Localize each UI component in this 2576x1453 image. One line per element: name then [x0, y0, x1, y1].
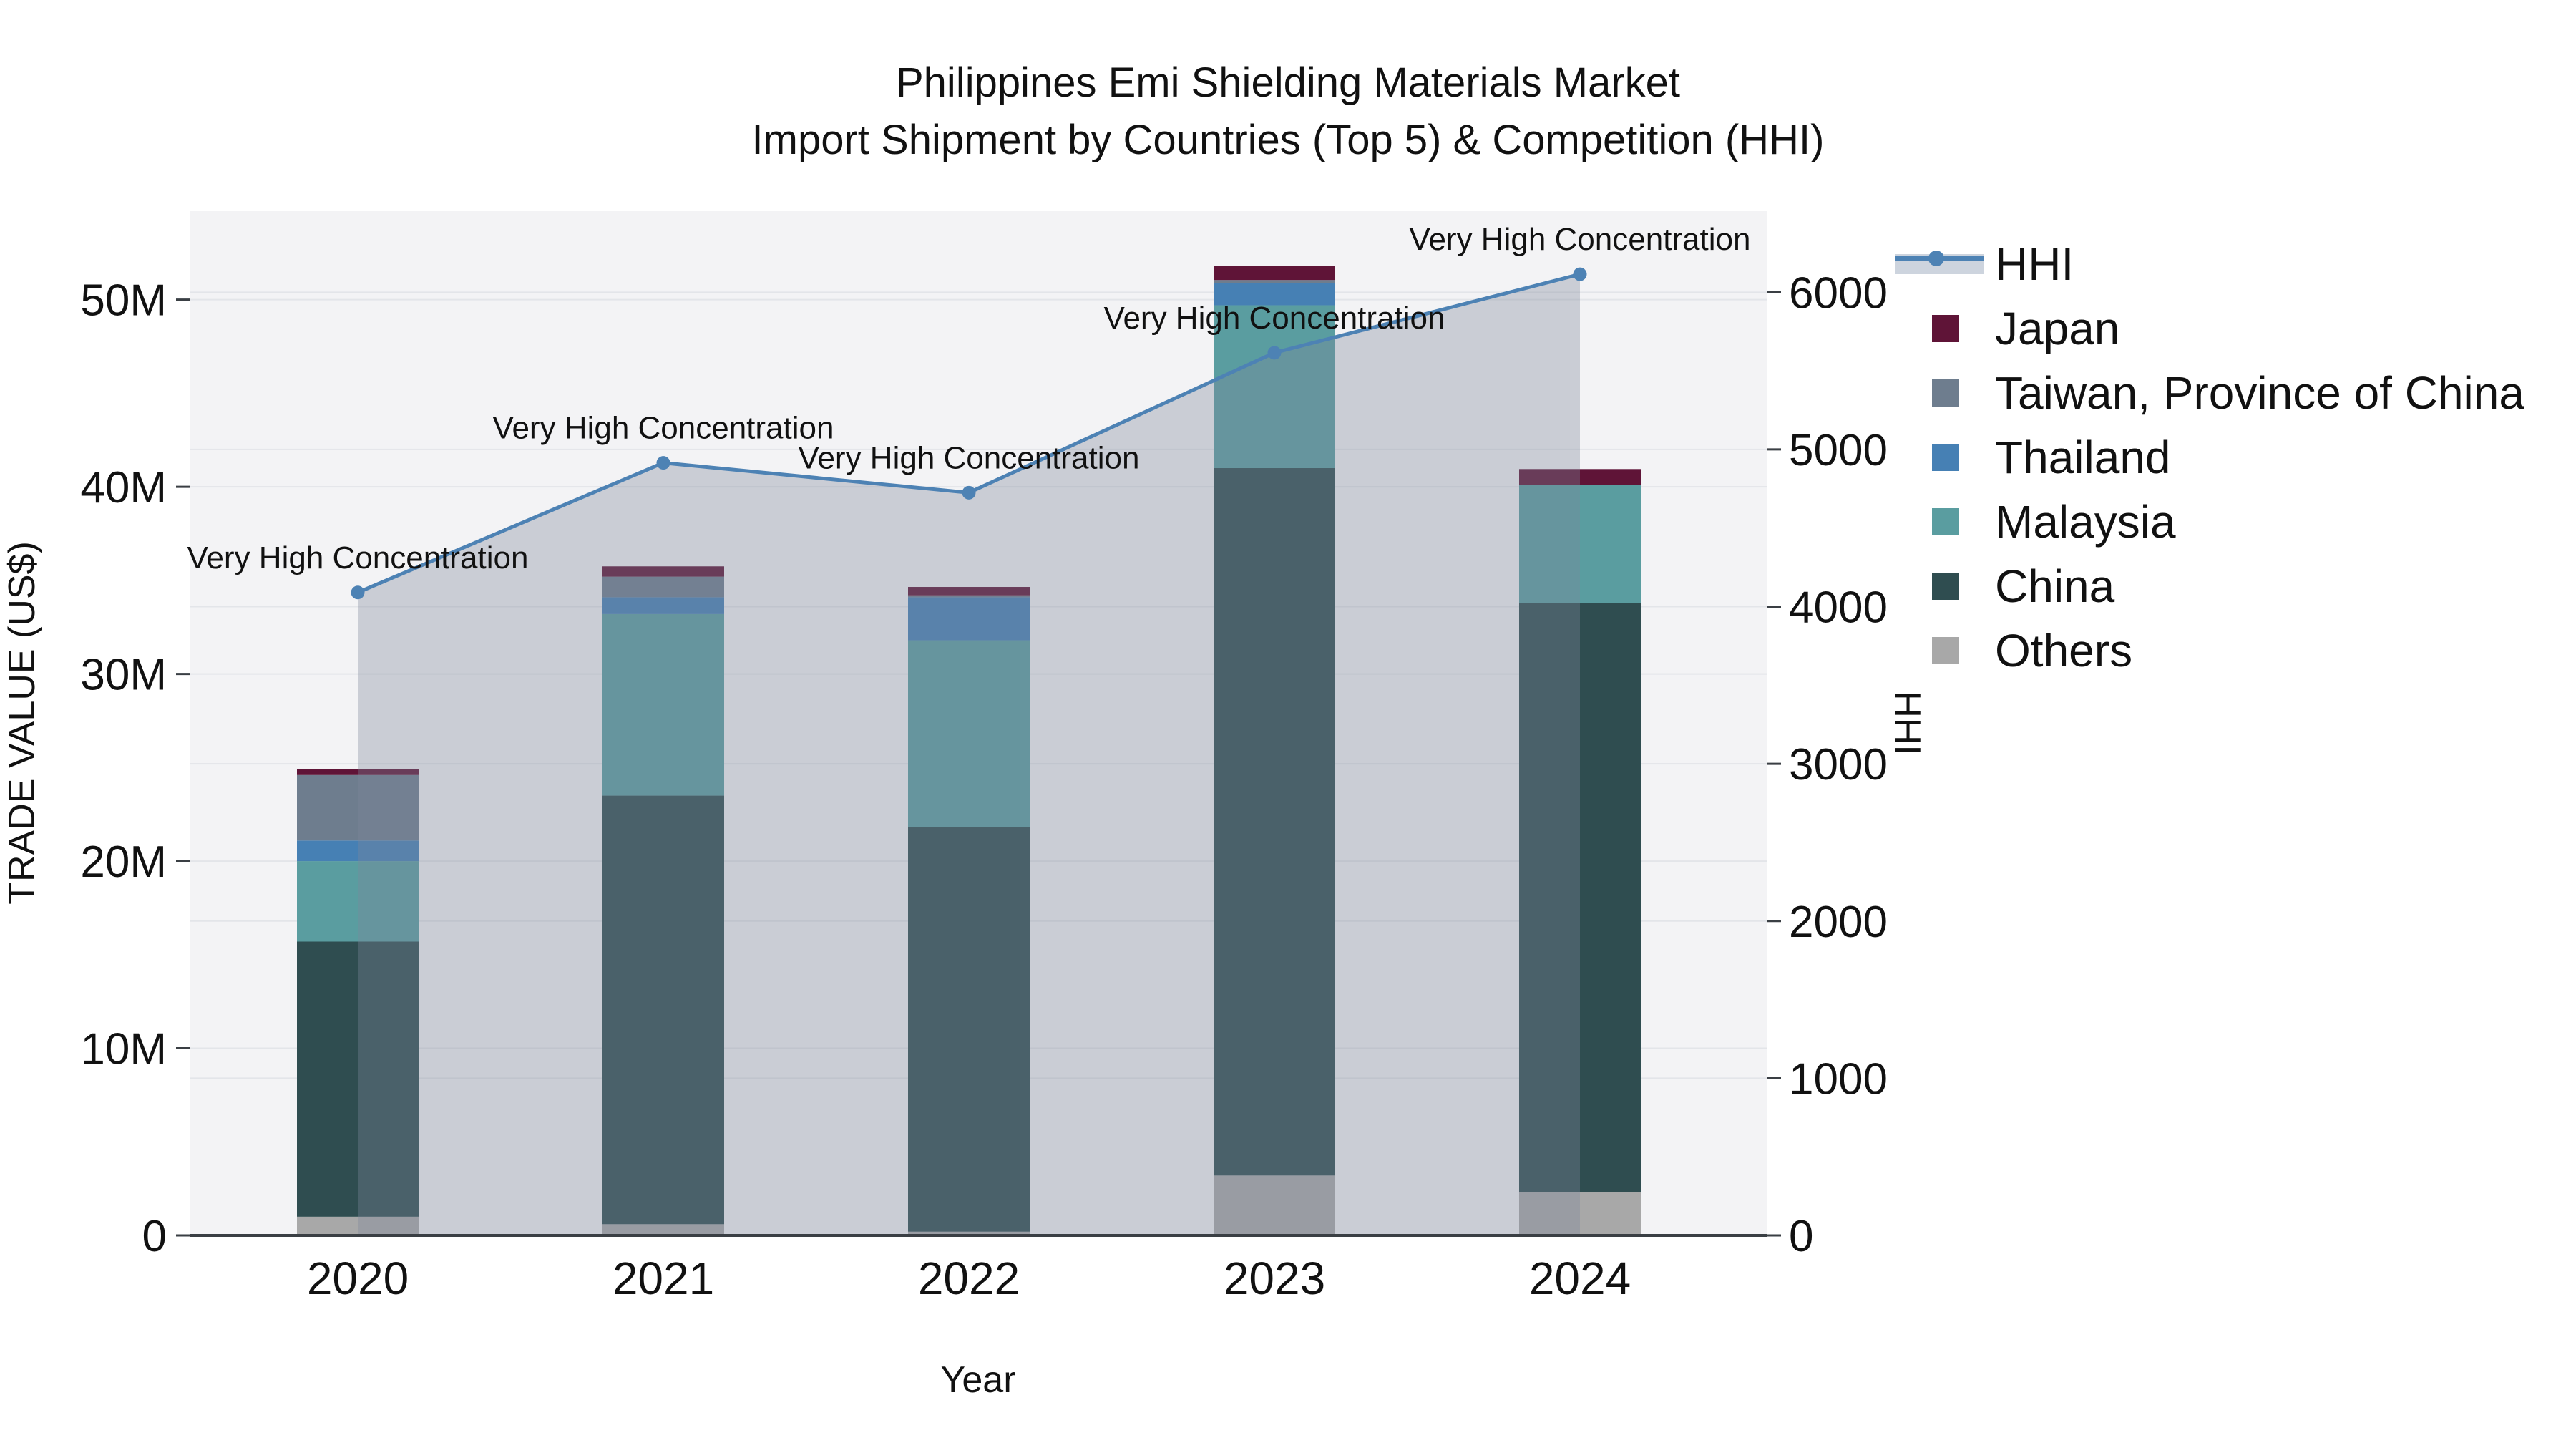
legend-swatch — [1932, 508, 1959, 535]
legend-label: Thailand — [1995, 432, 2171, 483]
y-axis-left-title: TRADE VALUE (US$) — [1, 541, 43, 905]
bar-segment-others-2022[interactable] — [908, 1231, 1030, 1235]
hhi-marker-2022[interactable] — [962, 485, 976, 500]
x-tick-label-2023: 2023 — [1224, 1253, 1325, 1304]
legend-label: Others — [1995, 625, 2132, 676]
hhi-marker-2020[interactable] — [351, 585, 365, 600]
bar-segment-malaysia-2021[interactable] — [602, 613, 724, 796]
y-left-tick-label: 40M — [80, 463, 167, 512]
bar-segment-china-2023[interactable] — [1214, 467, 1335, 1176]
legend-swatch — [1932, 315, 1959, 342]
legend-hhi-marker — [1928, 251, 1944, 266]
bar-segment-others-2023[interactable] — [1214, 1175, 1335, 1235]
legend-item-others[interactable]: Others — [1932, 625, 2132, 676]
y-left-tick-label: 20M — [80, 837, 167, 887]
bar-segment-taiwan-province-of-china-2020[interactable] — [297, 774, 419, 841]
bar-segment-japan-2022[interactable] — [908, 587, 1030, 596]
bar-segment-thailand-2021[interactable] — [602, 597, 724, 614]
bar-segment-malaysia-2022[interactable] — [908, 640, 1030, 828]
y-right-tick-label: 3000 — [1789, 740, 1888, 789]
y-right-tick-label: 4000 — [1789, 583, 1888, 633]
y-left-tick-label: 10M — [80, 1025, 167, 1074]
legend-item-hhi[interactable]: HHI — [1895, 238, 2074, 290]
annotation-2023: Very High Concentration — [1104, 301, 1445, 336]
bar-segment-thailand-2023[interactable] — [1214, 283, 1335, 306]
y-right-tick-label: 0 — [1789, 1212, 1813, 1261]
x-axis-title: Year — [940, 1359, 1015, 1401]
y-axis-right-title: HHI — [1886, 691, 1928, 755]
bar-segment-taiwan-province-of-china-2021[interactable] — [602, 576, 724, 598]
bar-segment-malaysia-2024[interactable] — [1519, 485, 1641, 603]
legend-item-malaysia[interactable]: Malaysia — [1932, 496, 2176, 548]
bar-segment-malaysia-2023[interactable] — [1214, 305, 1335, 468]
bar-segment-thailand-2020[interactable] — [297, 840, 419, 862]
legend-label: HHI — [1995, 238, 2074, 290]
hhi-marker-2024[interactable] — [1573, 267, 1587, 281]
legend: HHI Japan Taiwan, Province of China Thailan… — [1895, 238, 2524, 676]
bar-segment-malaysia-2020[interactable] — [297, 861, 419, 942]
legend-label: Japan — [1995, 303, 2119, 354]
hhi-area-fill — [358, 274, 1580, 1235]
bar-segment-others-2021[interactable] — [602, 1224, 724, 1235]
bar-segment-others-2024[interactable] — [1519, 1192, 1641, 1235]
chart-title-line2: Import Shipment by Countries (Top 5) & C… — [752, 117, 1825, 163]
annotation-2024: Very High Concentration — [1410, 222, 1751, 257]
bar-segment-china-2024[interactable] — [1519, 603, 1641, 1192]
legend-swatch — [1932, 444, 1959, 471]
bar-segment-japan-2020[interactable] — [297, 769, 419, 775]
y-right-tick-label: 6000 — [1789, 268, 1888, 318]
hhi-marker-2023[interactable] — [1267, 346, 1282, 360]
bar-segment-others-2020[interactable] — [297, 1216, 419, 1235]
x-tick-label-2021: 2021 — [613, 1253, 714, 1304]
y-left-tick-label: 30M — [80, 651, 167, 700]
x-tick-label-2020: 2020 — [307, 1253, 409, 1304]
bar-segment-japan-2024[interactable] — [1519, 469, 1641, 485]
bar-segment-taiwan-province-of-china-2023[interactable] — [1214, 280, 1335, 283]
y-right-tick-label: 1000 — [1789, 1054, 1888, 1104]
y-right-tick-label: 2000 — [1789, 898, 1888, 947]
legend-label: China — [1995, 560, 2115, 612]
hhi-marker-2021[interactable] — [656, 456, 670, 470]
legend-swatch — [1932, 637, 1959, 664]
legend-swatch — [1932, 573, 1959, 600]
legend-label: Taiwan, Province of China — [1995, 367, 2524, 419]
annotation-2020: Very High Concentration — [187, 540, 529, 575]
legend-item-thailand[interactable]: Thailand — [1932, 432, 2171, 483]
bar-segment-taiwan-province-of-china-2022[interactable] — [908, 595, 1030, 598]
bar-segment-japan-2023[interactable] — [1214, 266, 1335, 281]
legend-swatch — [1932, 379, 1959, 407]
plot-layer: 0 10M 20M 30M 40M 50M 0 1000 2000 3000 4000 5000 600… — [80, 211, 1888, 1304]
x-tick-label-2022: 2022 — [918, 1253, 1020, 1304]
bar-segment-china-2020[interactable] — [297, 941, 419, 1217]
x-tick-label-2024: 2024 — [1529, 1253, 1631, 1304]
bar-segment-china-2021[interactable] — [602, 795, 724, 1225]
bar-segment-china-2022[interactable] — [908, 827, 1030, 1232]
legend-item-china[interactable]: China — [1932, 560, 2115, 612]
annotation-2022: Very High Concentration — [799, 440, 1140, 475]
y-left-tick-label: 50M — [80, 276, 167, 326]
legend-item-taiwan-province-of-china[interactable]: Taiwan, Province of China — [1932, 367, 2524, 419]
annotation-2021: Very High Concentration — [493, 411, 834, 446]
bar-segment-japan-2021[interactable] — [602, 566, 724, 577]
chart-title-line1: Philippines Emi Shielding Materials Mark… — [896, 59, 1680, 106]
y-right-tick-label: 5000 — [1789, 426, 1888, 475]
legend-label: Malaysia — [1995, 496, 2176, 548]
bar-segment-thailand-2022[interactable] — [908, 597, 1030, 641]
y-left-tick-label: 0 — [142, 1212, 167, 1261]
legend-item-japan[interactable]: Japan — [1932, 303, 2119, 354]
